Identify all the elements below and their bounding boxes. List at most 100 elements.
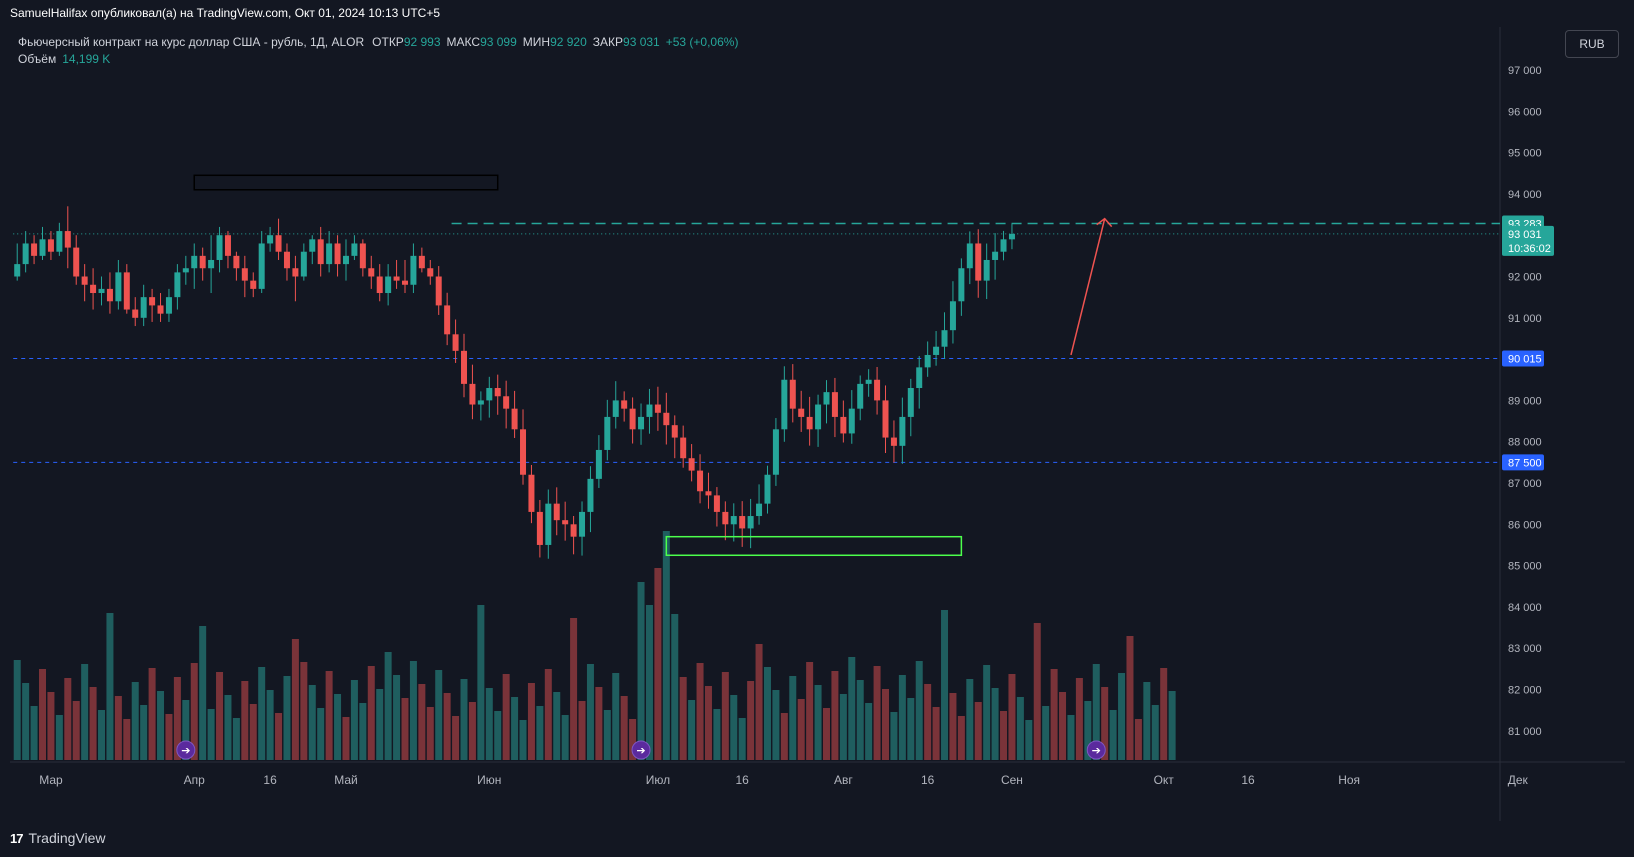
candle-body [140, 297, 147, 318]
candle-body [208, 259, 215, 269]
price-tick-label: 88 000 [1508, 437, 1542, 449]
candle-body [907, 388, 914, 417]
candle-body [739, 516, 746, 529]
candle-body [98, 288, 105, 294]
event-arrow-icon: ➔ [636, 744, 645, 757]
volume-bar [898, 675, 906, 760]
volume-bar [241, 681, 249, 760]
candle-body [772, 429, 779, 475]
volume-bar [637, 582, 645, 760]
candle-body [916, 367, 923, 389]
candle-body [899, 416, 906, 446]
candle-body [31, 243, 38, 256]
candle-body [157, 305, 164, 314]
candle-body [469, 383, 476, 405]
volume-bar [839, 694, 847, 760]
candle-body [933, 346, 940, 355]
candle-body [351, 243, 358, 256]
volume-bar [519, 720, 527, 760]
candle-body [890, 437, 897, 446]
volume-bar [317, 708, 325, 760]
tradingview-footer[interactable]: 17 TradingView [10, 830, 106, 846]
candle-body [654, 404, 661, 413]
candle-body [224, 235, 231, 256]
volume-bar [620, 696, 628, 760]
volume-bar [300, 662, 308, 760]
volume-bar [342, 717, 350, 760]
candle-body [401, 280, 408, 285]
candle-body [730, 516, 737, 525]
volume-bar [182, 700, 190, 760]
volume-bar [131, 682, 139, 760]
volume-bar [527, 683, 535, 760]
candle-body [992, 251, 999, 260]
candle-body [132, 309, 139, 318]
candle-body [241, 268, 248, 281]
price-label-text: 90 015 [1508, 353, 1542, 365]
volume-bar [13, 660, 21, 760]
volume-bar [730, 695, 738, 760]
volume-bar [780, 713, 788, 760]
candle-body [806, 416, 813, 430]
candle-body [359, 243, 366, 269]
volume-label[interactable]: Объём [18, 52, 57, 66]
volume-bar [949, 693, 957, 760]
volume-bar [249, 704, 257, 760]
candle-body [494, 388, 501, 397]
volume-bar [258, 667, 266, 760]
volume-bar [47, 692, 55, 760]
volume-bar [384, 652, 392, 760]
volume-bar [941, 610, 949, 760]
volume-bar [106, 613, 114, 760]
candle-body [536, 511, 543, 545]
change-value: +53 (+0,06%) [665, 35, 739, 49]
candle-body [81, 276, 88, 285]
attribution-text: SamuelHalifax опубликовал(а) на TradingV… [10, 6, 441, 20]
candle-body [233, 255, 240, 269]
volume-bar [679, 677, 687, 760]
time-tick-label: 16 [736, 773, 750, 787]
volume-bar [216, 672, 224, 760]
volume-bar [308, 685, 316, 760]
symbol-title[interactable]: Фьючерсный контракт на курс доллар США -… [18, 35, 365, 49]
candle-body [444, 305, 451, 335]
candle-body [680, 437, 687, 459]
volume-bar [629, 719, 637, 760]
candle-body [874, 379, 881, 401]
candle-body [486, 388, 493, 401]
time-tick-label: 16 [1241, 773, 1255, 787]
time-tick-label: 16 [263, 773, 277, 787]
candle-body [545, 503, 552, 545]
volume-bar [55, 715, 63, 760]
candle-body [123, 272, 130, 310]
candle-body [688, 458, 695, 471]
price-tick-label: 92 000 [1508, 272, 1542, 284]
volume-bar [1109, 710, 1117, 760]
volume-bar [688, 700, 696, 760]
price-tick-label: 91 000 [1508, 313, 1542, 325]
candle-body [671, 425, 678, 438]
currency-button[interactable]: RUB [1565, 30, 1619, 58]
volume-bar [865, 703, 873, 760]
volume-bar [789, 676, 797, 760]
volume-bar [1118, 673, 1126, 760]
candle-body [781, 379, 788, 430]
price-tick-label: 94 000 [1508, 189, 1542, 201]
volume-bar [291, 639, 299, 760]
time-tick-label: Дек [1508, 773, 1529, 787]
volume-bar [502, 674, 510, 760]
price-tick-label: 87 000 [1508, 478, 1542, 490]
candle-body [418, 255, 425, 269]
volume-bar [704, 686, 712, 760]
candle-body [520, 429, 527, 475]
candle-body [300, 251, 307, 277]
chart-legend: Фьючерсный контракт на курс доллар США -… [18, 34, 738, 68]
price-tick-label: 89 000 [1508, 395, 1542, 407]
candle-body [410, 255, 417, 285]
volume-bar [266, 690, 274, 760]
candle-body [191, 255, 198, 269]
trend-arrow [1070, 218, 1106, 356]
time-tick-label: Мар [39, 773, 63, 787]
